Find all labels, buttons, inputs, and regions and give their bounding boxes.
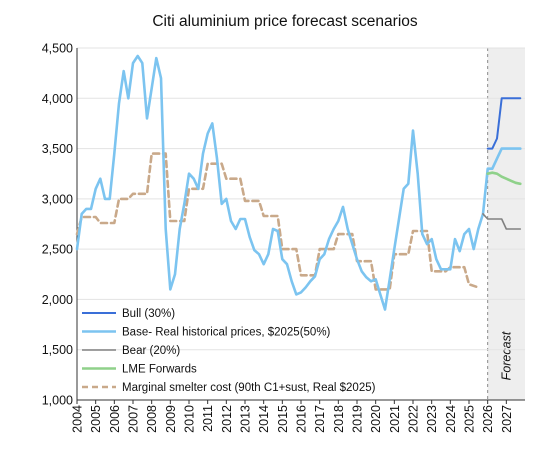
x-tick-label-7: 2011 xyxy=(201,405,215,432)
x-tick-label-6: 2010 xyxy=(183,405,197,433)
x-tick-label-23: 2027 xyxy=(500,405,514,433)
x-tick-label-10: 2014 xyxy=(257,405,271,433)
legend-label-marginal: Marginal smelter cost (90th C1+sust, Rea… xyxy=(122,382,376,394)
x-tick-label-2: 2006 xyxy=(108,405,122,433)
x-tick-label-0: 2004 xyxy=(71,405,85,433)
legend-label-base: Base- Real historical prices, $2025(50%) xyxy=(122,327,331,339)
y-tick-label-6: 4,000 xyxy=(42,92,73,106)
x-tick-label-11: 2015 xyxy=(276,405,290,433)
x-tick-label-18: 2022 xyxy=(407,405,421,433)
forecast-label: Forecast xyxy=(499,331,513,380)
x-tick-label-8: 2012 xyxy=(220,405,234,433)
legend: Bull (30%) Base- Real historical prices, … xyxy=(82,308,376,394)
legend-label-bull: Bull (30%) xyxy=(122,308,175,320)
series-line-base xyxy=(75,54,522,311)
x-tick-label-20: 2024 xyxy=(444,405,458,433)
y-tick-label-2: 2,000 xyxy=(42,293,73,307)
axes: 1,000 1,500 2,000 2,500 3,000 3,500 4,000 4,500… xyxy=(42,42,525,433)
y-tick-label-1: 1,500 xyxy=(42,343,73,357)
series-lines xyxy=(75,54,522,311)
forecast-shade xyxy=(487,48,525,400)
x-tick-label-3: 2007 xyxy=(127,405,141,433)
forecast-region: Forecast xyxy=(487,48,525,400)
x-tick-label-16: 2020 xyxy=(369,405,383,433)
x-tick-label-22: 2026 xyxy=(481,405,495,433)
x-tick-label-17: 2021 xyxy=(388,405,402,433)
x-tick-label-12: 2016 xyxy=(295,405,309,433)
series-line-marginal xyxy=(75,152,480,291)
x-tick-label-19: 2023 xyxy=(425,405,439,433)
series-line-lme xyxy=(486,171,522,186)
x-tick-label-14: 2018 xyxy=(332,405,346,433)
gridlines xyxy=(77,47,525,351)
chart-title: Citi aluminium price forecast scenarios xyxy=(152,13,418,30)
x-tick-label-1: 2005 xyxy=(89,405,103,433)
x-tick-label-9: 2013 xyxy=(239,405,253,433)
x-tick-label-15: 2019 xyxy=(351,405,365,433)
x-tick-label-5: 2009 xyxy=(164,405,178,433)
y-tick-label-3: 2,500 xyxy=(42,243,73,257)
y-tick-label-7: 4,500 xyxy=(42,42,73,56)
legend-label-bear: Bear (20%) xyxy=(122,345,180,357)
series-line-bear xyxy=(482,213,522,230)
y-tick-label-5: 3,500 xyxy=(42,142,73,156)
x-tick-label-13: 2017 xyxy=(313,405,327,433)
y-tick-label-4: 3,000 xyxy=(42,192,73,206)
y-tick-label-0: 1,000 xyxy=(42,394,73,408)
x-tick-label-21: 2025 xyxy=(463,405,477,433)
series-line-bull xyxy=(486,97,522,150)
legend-label-lme: LME Forwards xyxy=(122,364,197,376)
x-tick-label-4: 2008 xyxy=(145,405,159,433)
